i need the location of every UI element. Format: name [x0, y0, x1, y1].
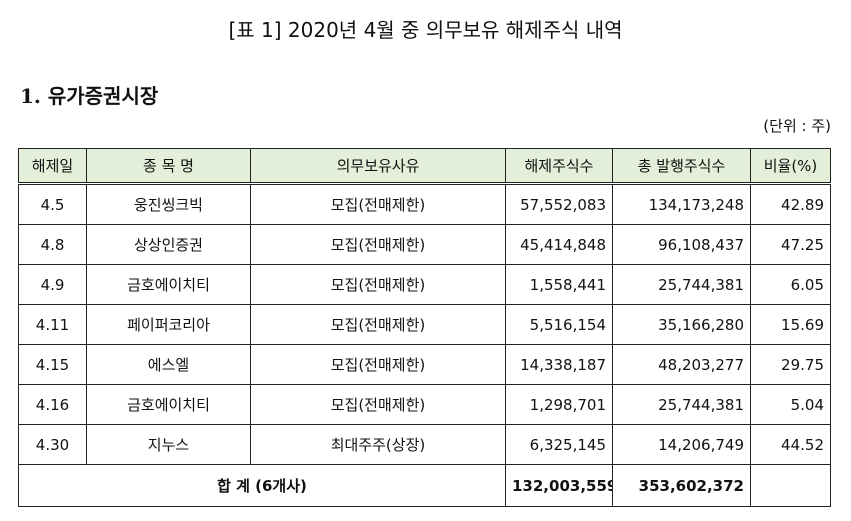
header-row: 해제일 종 목 명 의무보유사유 해제주식수 총 발행주식수 비율(%): [18, 148, 831, 185]
table-cell: 금호에이치티: [86, 264, 251, 305]
table-cell: 14,338,187: [505, 344, 613, 385]
table-title: [표 1] 2020년 4월 중 의무보유 해제주식 내역: [228, 18, 623, 42]
table-cell: 4.9: [18, 264, 87, 305]
table-cell: 96,108,437: [612, 224, 751, 265]
table-cell: 4.11: [18, 304, 87, 345]
table-cell: 48,203,277: [612, 344, 751, 385]
table-cell: 44.52: [750, 424, 831, 465]
table-cell: 에스엘: [86, 344, 251, 385]
data-table: 해제일 종 목 명 의무보유사유 해제주식수 총 발행주식수 비율(%) 4.5 웅진씽크빅…: [18, 148, 831, 507]
table-cell: 4.5: [18, 183, 87, 225]
table-row: 4.15 에스엘 모집(전매제한) 14,338,187 48,203,277 29.75: [18, 344, 831, 385]
column-header: 종 목 명: [86, 148, 251, 185]
table-cell: 6,325,145: [505, 424, 613, 465]
column-header: 해제일: [18, 148, 87, 185]
table-cell: 최대주주(상장): [250, 424, 506, 465]
table-cell: 모집(전매제한): [250, 304, 506, 345]
total-cell: [750, 464, 831, 507]
table-cell: 6.05: [750, 264, 831, 305]
table-cell: 5.04: [750, 384, 831, 425]
table-cell: 4.15: [18, 344, 87, 385]
table-cell: 42.89: [750, 183, 831, 225]
total-cell: 353,602,372: [612, 464, 751, 507]
table-cell: 웅진씽크빅: [86, 183, 251, 225]
table-cell: 지누스: [86, 424, 251, 465]
table-cell: 15.69: [750, 304, 831, 345]
table-cell: 134,173,248: [612, 183, 751, 225]
table-cell: 페이퍼코리아: [86, 304, 251, 345]
table-cell: 모집(전매제한): [250, 224, 506, 265]
column-header: 비율(%): [750, 148, 831, 185]
column-header: 총 발행주식수: [612, 148, 751, 185]
unit-note: (단위 : 주): [763, 117, 831, 135]
table-cell: 1,298,701: [505, 384, 613, 425]
table-cell: 모집(전매제한): [250, 183, 506, 225]
column-header: 의무보유사유: [250, 148, 506, 185]
table-cell: 4.16: [18, 384, 87, 425]
table-cell: 상상인증권: [86, 224, 251, 265]
table-cell: 1,558,441: [505, 264, 613, 305]
table-cell: 모집(전매제한): [250, 384, 506, 425]
table-cell: 25,744,381: [612, 264, 751, 305]
section-title: 1. 유가증권시장: [20, 84, 159, 108]
table-cell: 14,206,749: [612, 424, 751, 465]
table-row: 4.30 지누스 최대주주(상장) 6,325,145 14,206,749 44.52: [18, 424, 831, 465]
total-row: 합 계 (6개사) 132,003,559 353,602,372: [18, 464, 831, 507]
table-row: 4.5 웅진씽크빅 모집(전매제한) 57,552,083 134,173,248 42.…: [18, 183, 831, 225]
table-cell: 5,516,154: [505, 304, 613, 345]
table-cell: 금호에이치티: [86, 384, 251, 425]
table-cell: 4.30: [18, 424, 87, 465]
table-cell: 4.8: [18, 224, 87, 265]
table-row: 4.11 페이퍼코리아 모집(전매제한) 5,516,154 35,166,280 15.…: [18, 304, 831, 345]
column-header: 해제주식수: [505, 148, 613, 185]
table-cell: 57,552,083: [505, 183, 613, 225]
table-cell: 25,744,381: [612, 384, 751, 425]
table-cell: 35,166,280: [612, 304, 751, 345]
table-cell: 모집(전매제한): [250, 344, 506, 385]
table-row: 4.8 상상인증권 모집(전매제한) 45,414,848 96,108,437 47.2…: [18, 224, 831, 265]
table-row: 4.9 금호에이치티 모집(전매제한) 1,558,441 25,744,381 6.05: [18, 264, 831, 305]
table-cell: 47.25: [750, 224, 831, 265]
table-cell: 29.75: [750, 344, 831, 385]
total-cell: 132,003,559: [505, 464, 613, 507]
table-body: 4.5 웅진씽크빅 모집(전매제한) 57,552,083 134,173,248 42.…: [18, 183, 831, 465]
table-cell: 45,414,848: [505, 224, 613, 265]
total-label: 합 계 (6개사): [18, 464, 506, 507]
table-cell: 모집(전매제한): [250, 264, 506, 305]
table-row: 4.16 금호에이치티 모집(전매제한) 1,298,701 25,744,381 5.0…: [18, 384, 831, 425]
